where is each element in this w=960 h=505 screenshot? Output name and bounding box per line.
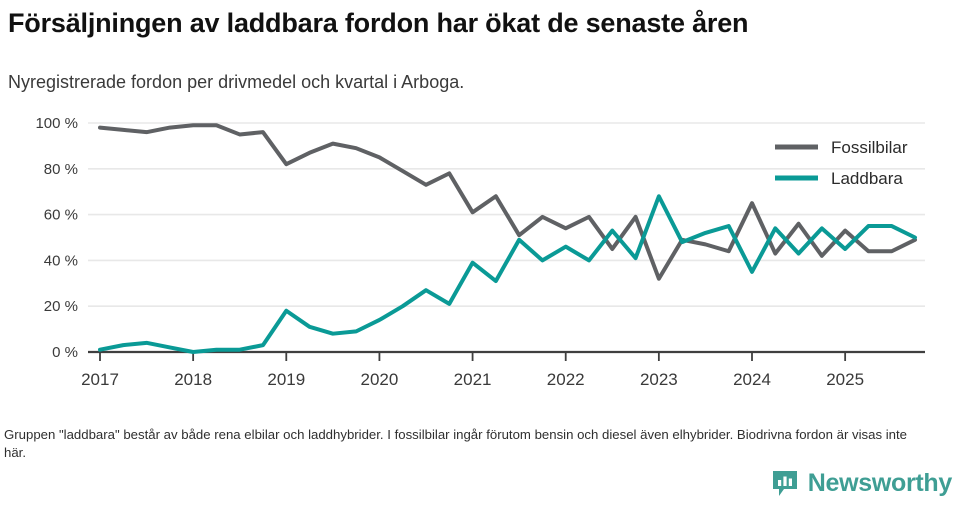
series-line-fossilbilar (98, 123, 917, 281)
gridlines (88, 122, 925, 354)
series-lines (98, 123, 917, 354)
chart-footnote: Gruppen "laddbara" består av både rena e… (4, 427, 907, 460)
x-axis-ticks (99, 352, 847, 361)
x-axis-tick-label: 2017 (81, 370, 119, 389)
x-axis-tick-label: 2025 (826, 370, 864, 389)
x-axis-tick-label: 2020 (361, 370, 399, 389)
y-axis-tick-label: 0 % (52, 344, 78, 361)
x-axis-tick-label: 2021 (454, 370, 492, 389)
y-axis-tick-label: 60 % (44, 207, 78, 224)
x-axis-tick-label: 2023 (640, 370, 678, 389)
chart-legend: Fossilbilar Laddbara (775, 138, 908, 188)
x-axis-tick-label: 2022 (547, 370, 585, 389)
page-subtitle: Nyregistrerade fordon per drivmedel och … (8, 72, 465, 92)
y-axis-labels: 0 % 20 % 40 % 60 % 80 % 100 % (35, 115, 78, 361)
x-axis-tick-label: 2019 (267, 370, 305, 389)
x-axis-labels: 2017 2018 2019 2020 2021 2022 2023 2024 2025 (81, 370, 864, 389)
x-axis-tick-label: 2018 (174, 370, 212, 389)
chart-container: 0 % 20 % 40 % 60 % 80 % 100 % 2017 2018 2019 202… (0, 104, 960, 394)
page-title: Försäljningen av laddbara fordon har öka… (8, 8, 749, 38)
brand-name: Newsworthy (807, 468, 953, 497)
legend-label-laddbara: Laddbara (831, 169, 903, 188)
series-line-laddbara (98, 194, 917, 354)
x-axis-tick-label: 2024 (733, 370, 771, 389)
y-axis-tick-label: 100 % (35, 115, 78, 132)
y-axis-tick-label: 40 % (44, 252, 78, 269)
line-chart: 0 % 20 % 40 % 60 % 80 % 100 % 2017 2018 2019 202… (35, 115, 925, 389)
legend-label-fossilbilar: Fossilbilar (831, 138, 908, 157)
bar-chart-speech-bubble-icon (772, 471, 797, 496)
y-axis-tick-label: 80 % (44, 161, 78, 178)
newsworthy-logo: Newsworthy (770, 468, 952, 498)
y-axis-tick-label: 20 % (44, 298, 78, 315)
